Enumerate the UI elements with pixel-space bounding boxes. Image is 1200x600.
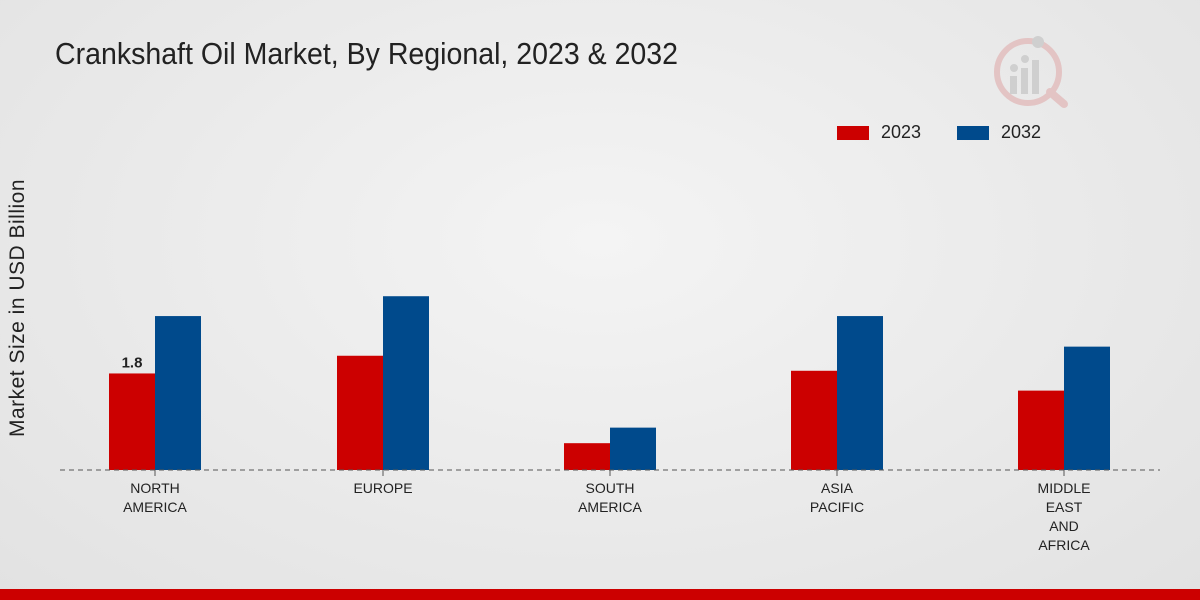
x-tick-label-line: ASIA <box>821 480 854 496</box>
x-tick-label-3: ASIA PACIFIC <box>810 480 864 515</box>
x-tick-label-line: EAST <box>1046 499 1083 515</box>
x-tick-label-1: EUROPE <box>353 480 412 496</box>
legend-item-2023: 2023 <box>837 122 921 143</box>
bar-2023-1 <box>337 355 383 470</box>
bar-2023-3 <box>791 370 837 470</box>
x-tick-label-line: MIDDLE <box>1038 480 1091 496</box>
legend-label-2023: 2023 <box>881 122 922 142</box>
watermark-logo-icon <box>994 36 1068 108</box>
legend-swatch-2023 <box>837 125 869 140</box>
x-tick-label-line: AMERICA <box>123 499 187 515</box>
bar-2032-0 <box>155 316 201 470</box>
x-tick-label-line: PACIFIC <box>810 499 864 515</box>
bar-2023-0 <box>109 373 155 470</box>
legend-swatch-2032 <box>957 125 989 140</box>
x-tick-label-4: MIDDLE EAST AND AFRICA <box>1038 480 1091 553</box>
bar-2023-2 <box>564 443 610 470</box>
bar-2032-4 <box>1064 346 1110 470</box>
x-tick-label-line: SOUTH <box>586 480 635 496</box>
x-tick-label-2: SOUTH AMERICA <box>578 480 642 515</box>
bar-2032-1 <box>383 296 429 470</box>
x-tick-label-line: NORTH <box>130 480 180 496</box>
legend-label-2032: 2032 <box>1001 122 1042 142</box>
x-tick-label-line: AMERICA <box>578 499 642 515</box>
bar-2032-2 <box>610 427 656 470</box>
x-tick-label-line: AFRICA <box>1038 537 1090 553</box>
chart-title: Crankshaft Oil Market, By Regional, 2023… <box>55 36 679 71</box>
bar-2023-4 <box>1018 390 1064 470</box>
x-tick-label-0: NORTH AMERICA <box>123 480 187 515</box>
data-label-0: 1.8 <box>122 354 143 371</box>
bar-2032-3 <box>837 316 883 470</box>
x-tick-label-line: AND <box>1049 518 1079 534</box>
x-tick-label-line: EUROPE <box>353 480 412 496</box>
legend-item-2032: 2032 <box>957 122 1041 143</box>
bottom-accent-bar <box>0 589 1200 600</box>
